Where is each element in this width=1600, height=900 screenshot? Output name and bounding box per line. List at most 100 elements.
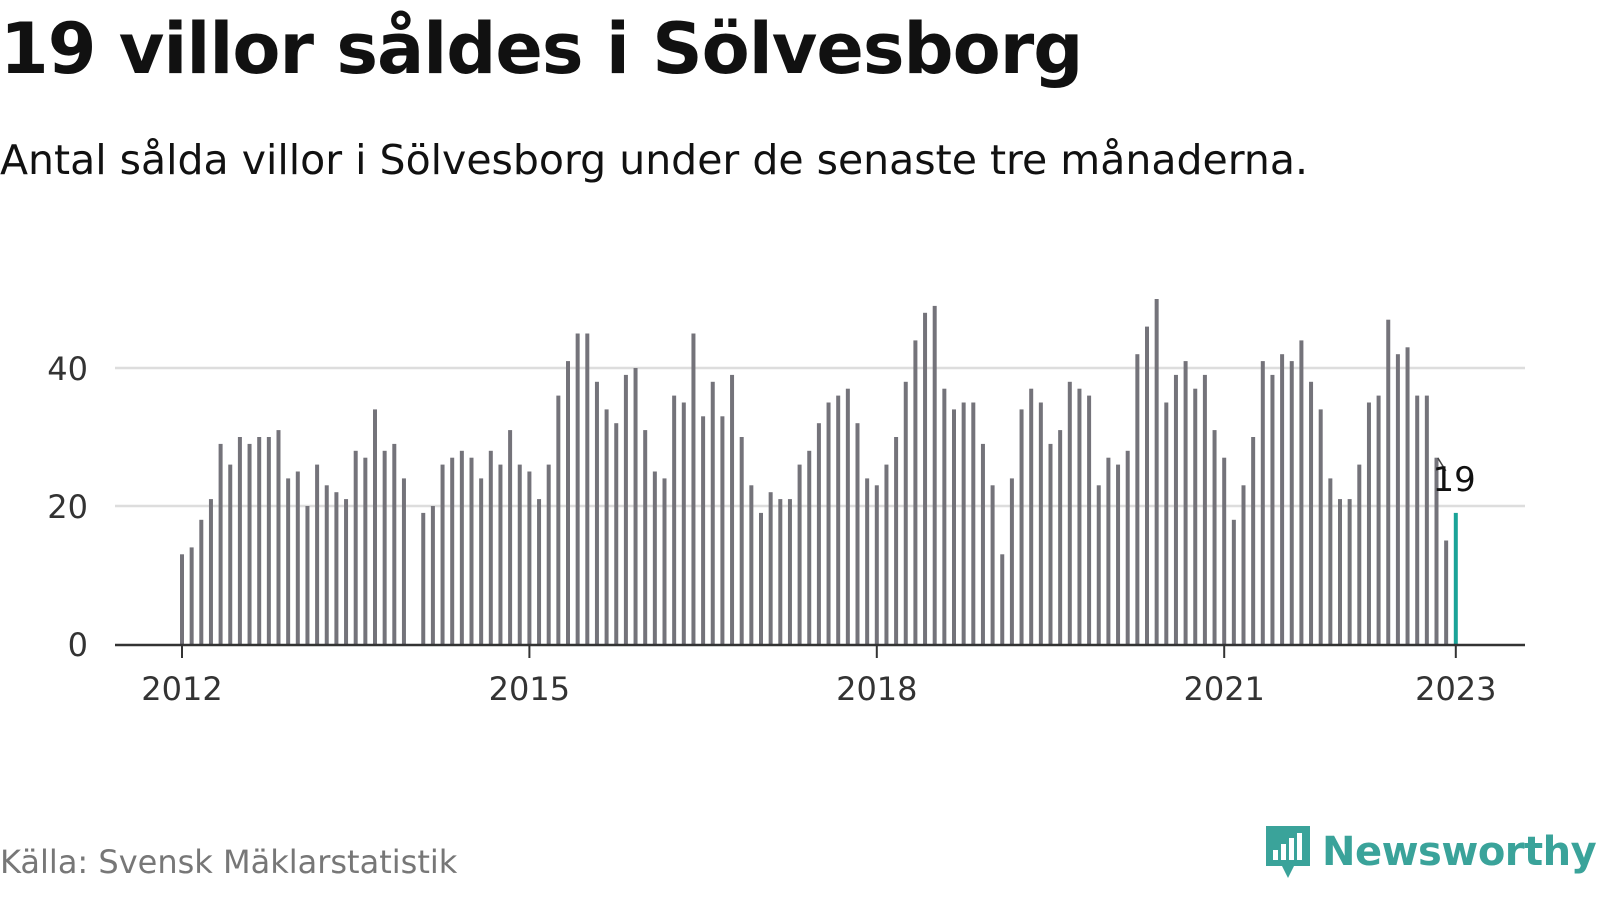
x-tick-label: 2018 — [836, 670, 917, 708]
bar — [1048, 443, 1053, 644]
bar — [353, 450, 358, 644]
bar — [1366, 402, 1371, 644]
bar — [1019, 409, 1024, 644]
bar — [739, 437, 744, 644]
bar — [1260, 361, 1265, 644]
bar — [797, 464, 802, 644]
bar — [1009, 478, 1014, 644]
bar — [488, 450, 493, 644]
newsworthy-logo-icon — [1266, 826, 1310, 878]
chart-title: 19 villor såldes i Sölvesborg — [0, 8, 1083, 90]
bar — [1415, 395, 1420, 644]
bar — [295, 471, 300, 644]
y-tick-label: 40 — [47, 350, 88, 388]
bar — [1067, 381, 1072, 644]
bar — [189, 547, 194, 644]
bar — [392, 443, 397, 644]
bar — [1357, 464, 1362, 644]
bar — [990, 485, 995, 644]
bar — [324, 485, 329, 644]
x-tick-label: 2012 — [141, 670, 222, 708]
bar — [1280, 354, 1285, 644]
bar — [903, 381, 908, 644]
bar — [701, 416, 706, 644]
bar — [923, 312, 928, 644]
bar — [1309, 381, 1314, 644]
bar — [305, 506, 310, 644]
bar — [1154, 299, 1159, 644]
bar — [826, 402, 831, 644]
bar — [643, 430, 648, 644]
bar — [787, 499, 792, 644]
bar — [1087, 395, 1092, 644]
bar — [382, 450, 387, 644]
bar — [315, 464, 320, 644]
bar — [662, 478, 667, 644]
bar — [1347, 499, 1352, 644]
highlight-value-label: 19 — [1433, 460, 1476, 500]
brand-logo: Newsworthy — [1262, 822, 1597, 882]
bar — [527, 471, 532, 644]
source-note: Källa: Svensk Mäklarstatistik — [0, 843, 458, 881]
bar — [942, 388, 947, 644]
bar — [508, 430, 513, 644]
bar — [952, 409, 956, 644]
highlight-leader — [1437, 457, 1447, 472]
bar — [218, 443, 223, 644]
bar — [759, 512, 763, 644]
bar — [1231, 519, 1236, 644]
bar — [1444, 540, 1449, 644]
bar — [623, 374, 628, 644]
bar — [614, 423, 619, 644]
bar — [1212, 430, 1217, 644]
bar — [537, 499, 542, 644]
bar — [1318, 409, 1323, 644]
bar — [1328, 478, 1333, 644]
bar — [1029, 388, 1034, 644]
bar — [980, 443, 985, 644]
bar — [430, 506, 435, 644]
bar — [479, 478, 484, 644]
bar — [730, 374, 735, 644]
bar — [633, 368, 638, 644]
x-tick-label: 2015 — [489, 670, 570, 708]
bar — [546, 464, 551, 644]
bar — [807, 450, 812, 644]
x-tick-label: 2023 — [1415, 670, 1496, 708]
bar — [874, 485, 879, 644]
bar — [373, 409, 377, 644]
bar — [1376, 395, 1381, 644]
bar — [1116, 464, 1121, 644]
chart-subtitle: Antal sålda villor i Sölvesborg under de… — [0, 136, 1308, 184]
bar — [1183, 361, 1188, 644]
bar — [1222, 457, 1227, 644]
bar — [1135, 354, 1140, 644]
bar — [836, 395, 841, 644]
bar — [344, 499, 349, 644]
bar — [459, 450, 464, 644]
bar — [1106, 457, 1111, 644]
bar — [286, 478, 291, 644]
bar — [421, 512, 426, 644]
bar — [594, 381, 599, 644]
bar — [1164, 402, 1169, 644]
bar — [498, 464, 503, 644]
bar — [208, 499, 213, 644]
bar — [266, 437, 271, 644]
bar — [1038, 402, 1043, 644]
bar — [1405, 347, 1410, 644]
bar — [1000, 554, 1005, 644]
bar — [1386, 319, 1391, 644]
bar — [865, 478, 870, 644]
bar — [1251, 437, 1256, 644]
bar — [1270, 374, 1275, 644]
bar — [180, 554, 184, 644]
bar — [749, 485, 754, 644]
bar — [228, 464, 233, 644]
bar — [816, 423, 821, 644]
bar — [768, 492, 773, 644]
y-tick-label: 0 — [68, 626, 88, 664]
x-tick-label: 2021 — [1183, 670, 1264, 708]
bar — [884, 464, 889, 644]
